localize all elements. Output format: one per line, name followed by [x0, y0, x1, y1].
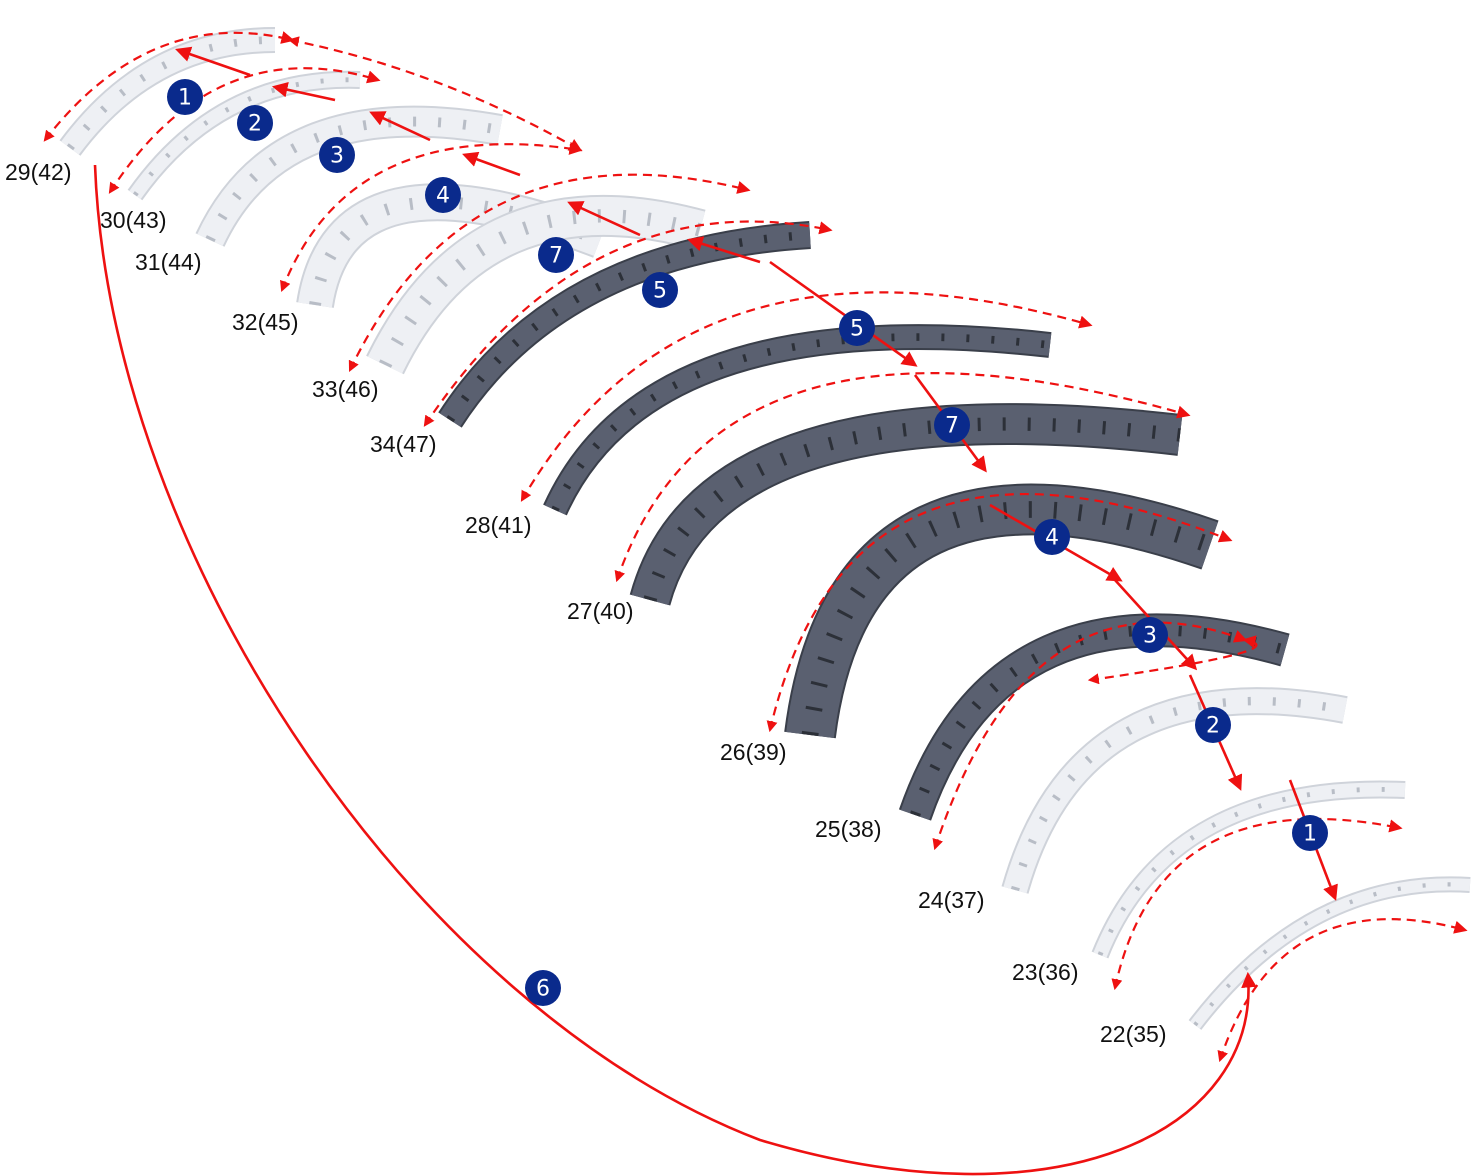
- dashed-sweep-arrow: [348, 173, 751, 372]
- segment-label: 34(47): [370, 431, 436, 457]
- sequence-arrow: [271, 82, 336, 102]
- step-number: 1: [1303, 822, 1317, 847]
- segment-arc: [1190, 878, 1471, 1029]
- step-badge: 3: [1132, 617, 1168, 653]
- segment-label: 24(37): [918, 887, 984, 913]
- segment-label: 28(41): [465, 512, 531, 538]
- step-number: 4: [1045, 526, 1059, 551]
- segment-label: 27(40): [567, 598, 633, 624]
- step-badge: 6: [525, 970, 561, 1006]
- dashed-sweep-arrow: [280, 141, 583, 293]
- step-number: 1: [178, 86, 192, 111]
- dashed-sweep-arrows: [43, 31, 1468, 1063]
- step-badge: 2: [237, 105, 273, 141]
- step-number: 4: [436, 184, 450, 209]
- step-badge: 7: [934, 407, 970, 443]
- sequence-arrow: [175, 46, 251, 77]
- step-number: 5: [653, 279, 667, 304]
- step-badge: 1: [1292, 815, 1328, 851]
- dashed-sweep-arrow: [520, 291, 1093, 502]
- step-badge: 3: [319, 137, 355, 173]
- step-badge: 7: [538, 237, 574, 273]
- dashed-sweep-arrow: [43, 31, 295, 142]
- step-badge: 5: [839, 310, 875, 346]
- segment-label: 23(36): [1012, 959, 1078, 985]
- dashed-sweep-arrow: [287, 36, 583, 152]
- segment-label: 25(38): [815, 816, 881, 842]
- step-badges: 1 2 3 4 7 5 5 7 4 3 2 1 6: [167, 79, 1328, 1006]
- sequence-arrow: [687, 236, 761, 264]
- sequence-arrow: [769, 260, 918, 367]
- step-number: 5: [850, 317, 864, 342]
- step-number: 6: [536, 977, 550, 1002]
- segment-arcs: [59, 27, 1471, 1030]
- step-number: 7: [945, 414, 959, 439]
- dashed-sweep-arrow: [423, 220, 833, 427]
- dashed-sweep-arrow: [932, 621, 1248, 851]
- step-badge: 5: [642, 272, 678, 308]
- step-badge: 1: [167, 79, 203, 115]
- segment-label: 26(39): [720, 739, 786, 765]
- return-arrow: [93, 164, 1257, 1176]
- dashed-sweep-arrow: [766, 492, 1233, 733]
- step-number: 3: [330, 144, 344, 169]
- step-number: 7: [549, 244, 563, 269]
- dashed-sweep-arrow: [1217, 918, 1468, 1063]
- segment-label: 33(46): [312, 376, 378, 402]
- segment-label: 31(44): [135, 249, 201, 275]
- dashed-sweep-arrow: [1111, 817, 1403, 991]
- sequence-arrow: [462, 151, 521, 177]
- step-number: 2: [1206, 714, 1220, 739]
- sequence-arrow: [369, 111, 431, 142]
- segment-labels: 29(42) 30(43) 31(44) 32(45) 33(46) 34(47) 28(4…: [5, 159, 1166, 1047]
- step-badge: 4: [425, 177, 461, 213]
- dashed-sweep-arrow: [1087, 635, 1258, 685]
- step-number: 2: [248, 112, 262, 137]
- segment-arc: [1093, 782, 1406, 958]
- step-number: 3: [1143, 624, 1157, 649]
- step-badge: 2: [1195, 707, 1231, 743]
- sequence-arrow: [567, 201, 641, 237]
- segment-label: 29(42): [5, 159, 71, 185]
- step-badge: 4: [1034, 519, 1070, 555]
- segment-label: 22(35): [1100, 1021, 1166, 1047]
- sequence-arrows: [93, 46, 1338, 1176]
- segment-label: 30(43): [100, 207, 166, 233]
- segment-label: 32(45): [232, 309, 298, 335]
